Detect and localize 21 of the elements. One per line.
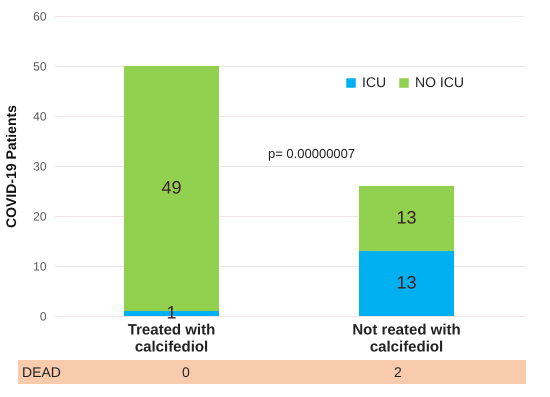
y-axis-title: COVID-19 Patients xyxy=(3,104,20,228)
y-tick-label: 20 xyxy=(33,210,47,224)
bar xyxy=(359,251,454,316)
y-tick-label: 30 xyxy=(33,160,47,174)
text: 2 xyxy=(394,364,402,380)
text: DEAD xyxy=(22,364,61,380)
y-tick-label: 60 xyxy=(33,10,47,24)
x-tick-label: Treated with calcifediol xyxy=(128,322,216,356)
y-tick-label: 0 xyxy=(40,310,47,324)
data-label: 49 xyxy=(161,178,182,198)
y-tick-label: 10 xyxy=(33,260,47,274)
bar xyxy=(359,186,454,251)
legend-label: NO ICU xyxy=(415,74,464,90)
data-label: 13 xyxy=(396,272,417,292)
y-tick-label: 50 xyxy=(33,60,47,74)
annotation: p= 0.00000007 xyxy=(268,146,356,161)
legend-label: ICU xyxy=(362,74,386,90)
data-label: 13 xyxy=(396,208,417,228)
text: 0 xyxy=(182,364,190,380)
y-tick-label: 40 xyxy=(33,110,47,124)
x-tick-label: Not reated with calcifediol xyxy=(352,322,461,356)
